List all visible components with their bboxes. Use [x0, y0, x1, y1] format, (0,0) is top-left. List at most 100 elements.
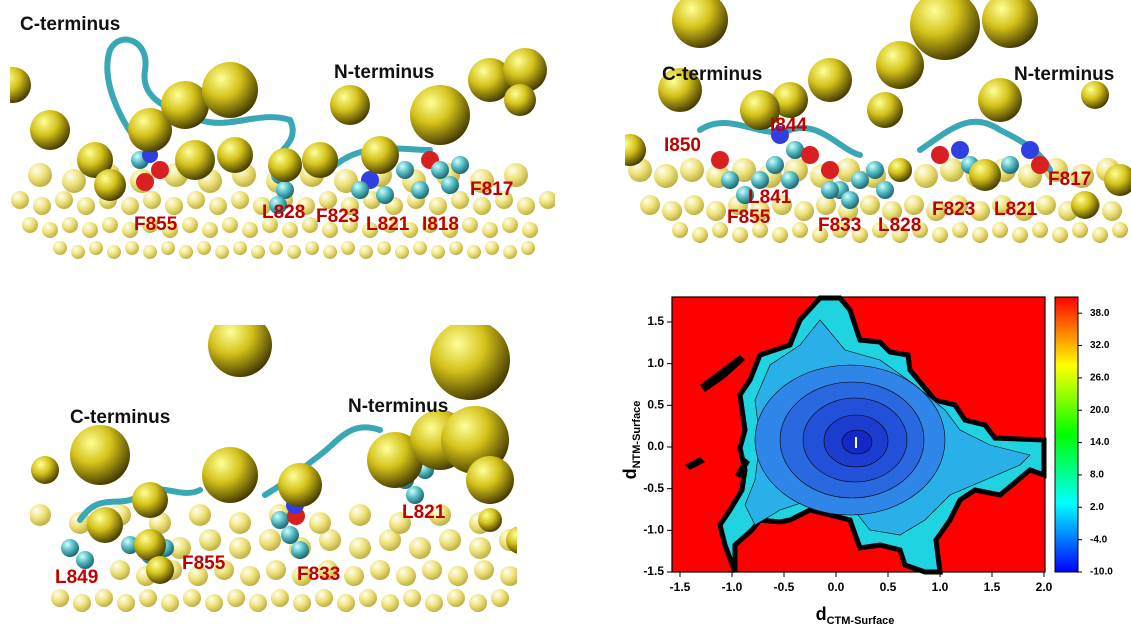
- headgroup-sphere: [952, 222, 968, 238]
- residue-label: F833: [818, 215, 861, 236]
- headgroup-sphere: [932, 227, 948, 243]
- residue-atom: [821, 181, 839, 199]
- terminus-label: N-terminus: [334, 62, 434, 83]
- headgroup-sphere: [209, 197, 227, 215]
- y-tick-label: 1.5: [647, 314, 664, 328]
- residue-atom: [866, 161, 884, 179]
- headgroup-sphere: [491, 589, 509, 607]
- residue-atom: [411, 181, 429, 199]
- x-tick-label: 0.5: [880, 580, 897, 594]
- residue-atom: [271, 511, 289, 529]
- residue-atom: [396, 161, 414, 179]
- headgroup-sphere: [478, 508, 502, 532]
- residue-label: L828: [878, 215, 921, 236]
- colorbar-tick-label: 2.0: [1090, 502, 1104, 513]
- headgroup-sphere: [439, 529, 461, 551]
- residue-atom: [721, 171, 739, 189]
- y-tick-label: -0.5: [643, 481, 664, 495]
- headgroup-sphere: [55, 191, 73, 209]
- molecule-panel: [29, 313, 534, 612]
- x-axis-label-main: d: [816, 604, 827, 624]
- residue-atom: [151, 161, 169, 179]
- headgroup-sphere: [266, 560, 286, 580]
- headgroup-sphere: [161, 594, 179, 612]
- headgroup-sphere: [251, 245, 265, 259]
- residue-label: F855: [182, 553, 226, 574]
- headgroup-sphere: [672, 0, 728, 48]
- headgroup-sphere: [30, 110, 70, 150]
- headgroup-sphere: [466, 456, 514, 504]
- headgroup-sphere: [359, 589, 377, 607]
- headgroup-sphere: [1092, 227, 1108, 243]
- headgroup-sphere: [242, 222, 258, 238]
- headgroup-sphere: [1071, 191, 1099, 219]
- headgroup-sphere: [474, 560, 494, 580]
- headgroup-sphere: [982, 0, 1038, 48]
- terminus-label: C-terminus: [662, 64, 762, 85]
- headgroup-sphere: [506, 526, 534, 554]
- residue-atom: [931, 146, 949, 164]
- residue-atom: [351, 181, 369, 199]
- headgroup-sphere: [330, 85, 370, 125]
- headgroup-sphere: [271, 589, 289, 607]
- headgroup-sphere: [692, 227, 708, 243]
- residue-label: L841: [748, 187, 792, 208]
- headgroup-sphere: [451, 191, 469, 209]
- headgroup-sphere: [31, 456, 59, 484]
- headgroup-sphere: [684, 195, 704, 215]
- headgroup-sphere: [269, 241, 283, 255]
- headgroup-sphere: [337, 594, 355, 612]
- headgroup-sphere: [94, 169, 126, 201]
- headgroup-sphere: [409, 537, 431, 559]
- headgroup-sphere: [302, 142, 338, 178]
- colorbar: [1055, 297, 1078, 572]
- molecule-panel: [614, 0, 1131, 243]
- terminus-label: C-terminus: [70, 407, 170, 428]
- colorbar-tick-label: 8.0: [1090, 470, 1104, 481]
- headgroup-sphere: [969, 159, 1001, 191]
- headgroup-sphere: [89, 241, 103, 255]
- residue-atom: [1001, 156, 1019, 174]
- headgroup-sphere: [146, 556, 174, 584]
- headgroup-sphere: [485, 241, 499, 255]
- colorbar-tick-label: 14.0: [1090, 437, 1110, 448]
- headgroup-sphere: [876, 41, 924, 89]
- headgroup-sphere: [268, 148, 302, 182]
- headgroup-sphere: [315, 589, 333, 607]
- y-tick-label: 0.0: [647, 439, 664, 453]
- headgroup-sphere: [469, 594, 487, 612]
- headgroup-sphere: [503, 245, 517, 259]
- headgroup-sphere: [217, 137, 253, 173]
- headgroup-sphere: [139, 589, 157, 607]
- headgroup-sphere: [202, 62, 258, 118]
- residue-atom: [876, 181, 894, 199]
- headgroup-sphere: [82, 222, 98, 238]
- headgroup-sphere: [662, 201, 682, 221]
- residue-label: F817: [470, 179, 513, 200]
- headgroup-sphere: [500, 566, 520, 586]
- residue-atom: [951, 141, 969, 159]
- residue-atom: [711, 151, 729, 169]
- headgroup-sphere: [344, 566, 364, 586]
- headgroup-sphere: [309, 512, 331, 534]
- headgroup-sphere: [1032, 222, 1048, 238]
- headgroup-sphere: [341, 241, 355, 255]
- headgroup-sphere: [175, 140, 215, 180]
- headgroup-sphere: [28, 163, 52, 187]
- residue-atom: [851, 171, 869, 189]
- residue-label: F823: [932, 199, 975, 220]
- headgroup-sphere: [395, 245, 409, 259]
- headgroup-sphere: [888, 158, 912, 182]
- residue-label: F817: [1048, 169, 1091, 190]
- headgroup-sphere: [914, 164, 938, 188]
- residue-label: L849: [55, 567, 98, 588]
- y-axis-label-main: d: [620, 468, 640, 479]
- headgroup-sphere: [161, 81, 209, 129]
- colorbar-tick-label: 20.0: [1090, 405, 1110, 416]
- colorbar-tick-label: -4.0: [1090, 534, 1108, 545]
- residue-atom: [801, 146, 819, 164]
- headgroup-sphere: [992, 222, 1008, 238]
- residue-atom: [451, 156, 469, 174]
- residue-atom: [291, 541, 309, 559]
- x-tick-label: -1.5: [670, 580, 691, 594]
